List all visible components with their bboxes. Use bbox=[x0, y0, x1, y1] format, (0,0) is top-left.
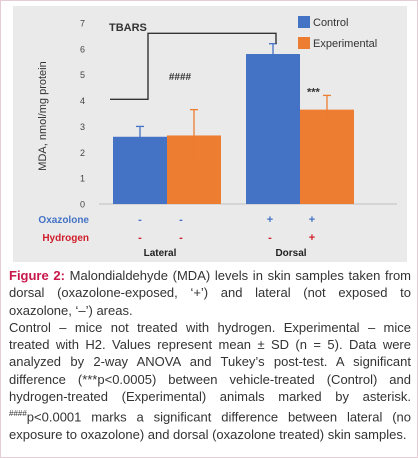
y-tick-label: 0 bbox=[80, 200, 85, 210]
y-tick-label: 6 bbox=[80, 44, 85, 54]
asterisk-annotation: *** bbox=[307, 86, 321, 98]
y-tick-label: 1 bbox=[80, 174, 85, 184]
group-label-dorsal: Dorsal bbox=[275, 248, 306, 259]
legend-label-experimental: Experimental bbox=[313, 38, 377, 50]
bar-chart: MDA, nmol/mg protein 0 1 2 3 4 5 6 7 TBARS #### ***… bbox=[37, 16, 397, 259]
y-tick-label: 2 bbox=[80, 148, 85, 158]
y-tick-label: 5 bbox=[80, 70, 85, 80]
group-label-lateral: Lateral bbox=[144, 248, 177, 259]
legend-swatch-control bbox=[298, 16, 310, 28]
caption-hash-superscript: #### bbox=[9, 409, 27, 419]
chart-area: MDA, nmol/mg protein 0 1 2 3 4 5 6 7 TBARS #### ***… bbox=[13, 6, 407, 262]
legend-swatch-experimental bbox=[298, 37, 310, 49]
condition-sign: + bbox=[309, 232, 315, 244]
condition-sign: + bbox=[267, 214, 273, 226]
condition-sign: - bbox=[138, 214, 142, 226]
condition-sign: + bbox=[309, 214, 315, 226]
bar-experimental-dorsal bbox=[300, 109, 354, 204]
condition-sign: - bbox=[179, 214, 183, 226]
condition-sign: - bbox=[179, 232, 183, 244]
caption-body: Control – mice not treated with hydrogen… bbox=[9, 319, 411, 443]
condition-sign: - bbox=[268, 232, 272, 244]
legend-label-control: Control bbox=[313, 17, 348, 29]
y-axis-label: MDA, nmol/mg protein bbox=[37, 61, 49, 170]
bar-control-dorsal bbox=[246, 54, 300, 205]
figure-caption: Figure 2: Malondialdehyde (MDA) levels i… bbox=[9, 267, 411, 443]
figure-label: Figure 2: bbox=[9, 268, 65, 283]
hash-annotation: #### bbox=[169, 72, 192, 83]
condition-label-hydrogen: Hydrogen bbox=[42, 233, 89, 244]
condition-sign: - bbox=[138, 232, 142, 244]
y-tick-label: 7 bbox=[80, 19, 85, 29]
bar-control-lateral bbox=[113, 136, 167, 204]
condition-label-oxazolone: Oxazolone bbox=[38, 215, 89, 226]
caption-first-paragraph: Figure 2: Malondialdehyde (MDA) levels i… bbox=[9, 267, 411, 319]
caption-title-text: Malondialdehyde (MDA) levels in skin sam… bbox=[9, 268, 411, 318]
chart-title: TBARS bbox=[109, 22, 147, 34]
significance-bracket bbox=[110, 32, 277, 100]
y-tick-label: 4 bbox=[80, 96, 85, 106]
caption-body-text: Control – mice not treated with hydrogen… bbox=[9, 319, 411, 405]
y-tick-label: 3 bbox=[80, 122, 85, 132]
caption-body-text-2: p<0.0001 marks a significant difference … bbox=[9, 409, 411, 442]
